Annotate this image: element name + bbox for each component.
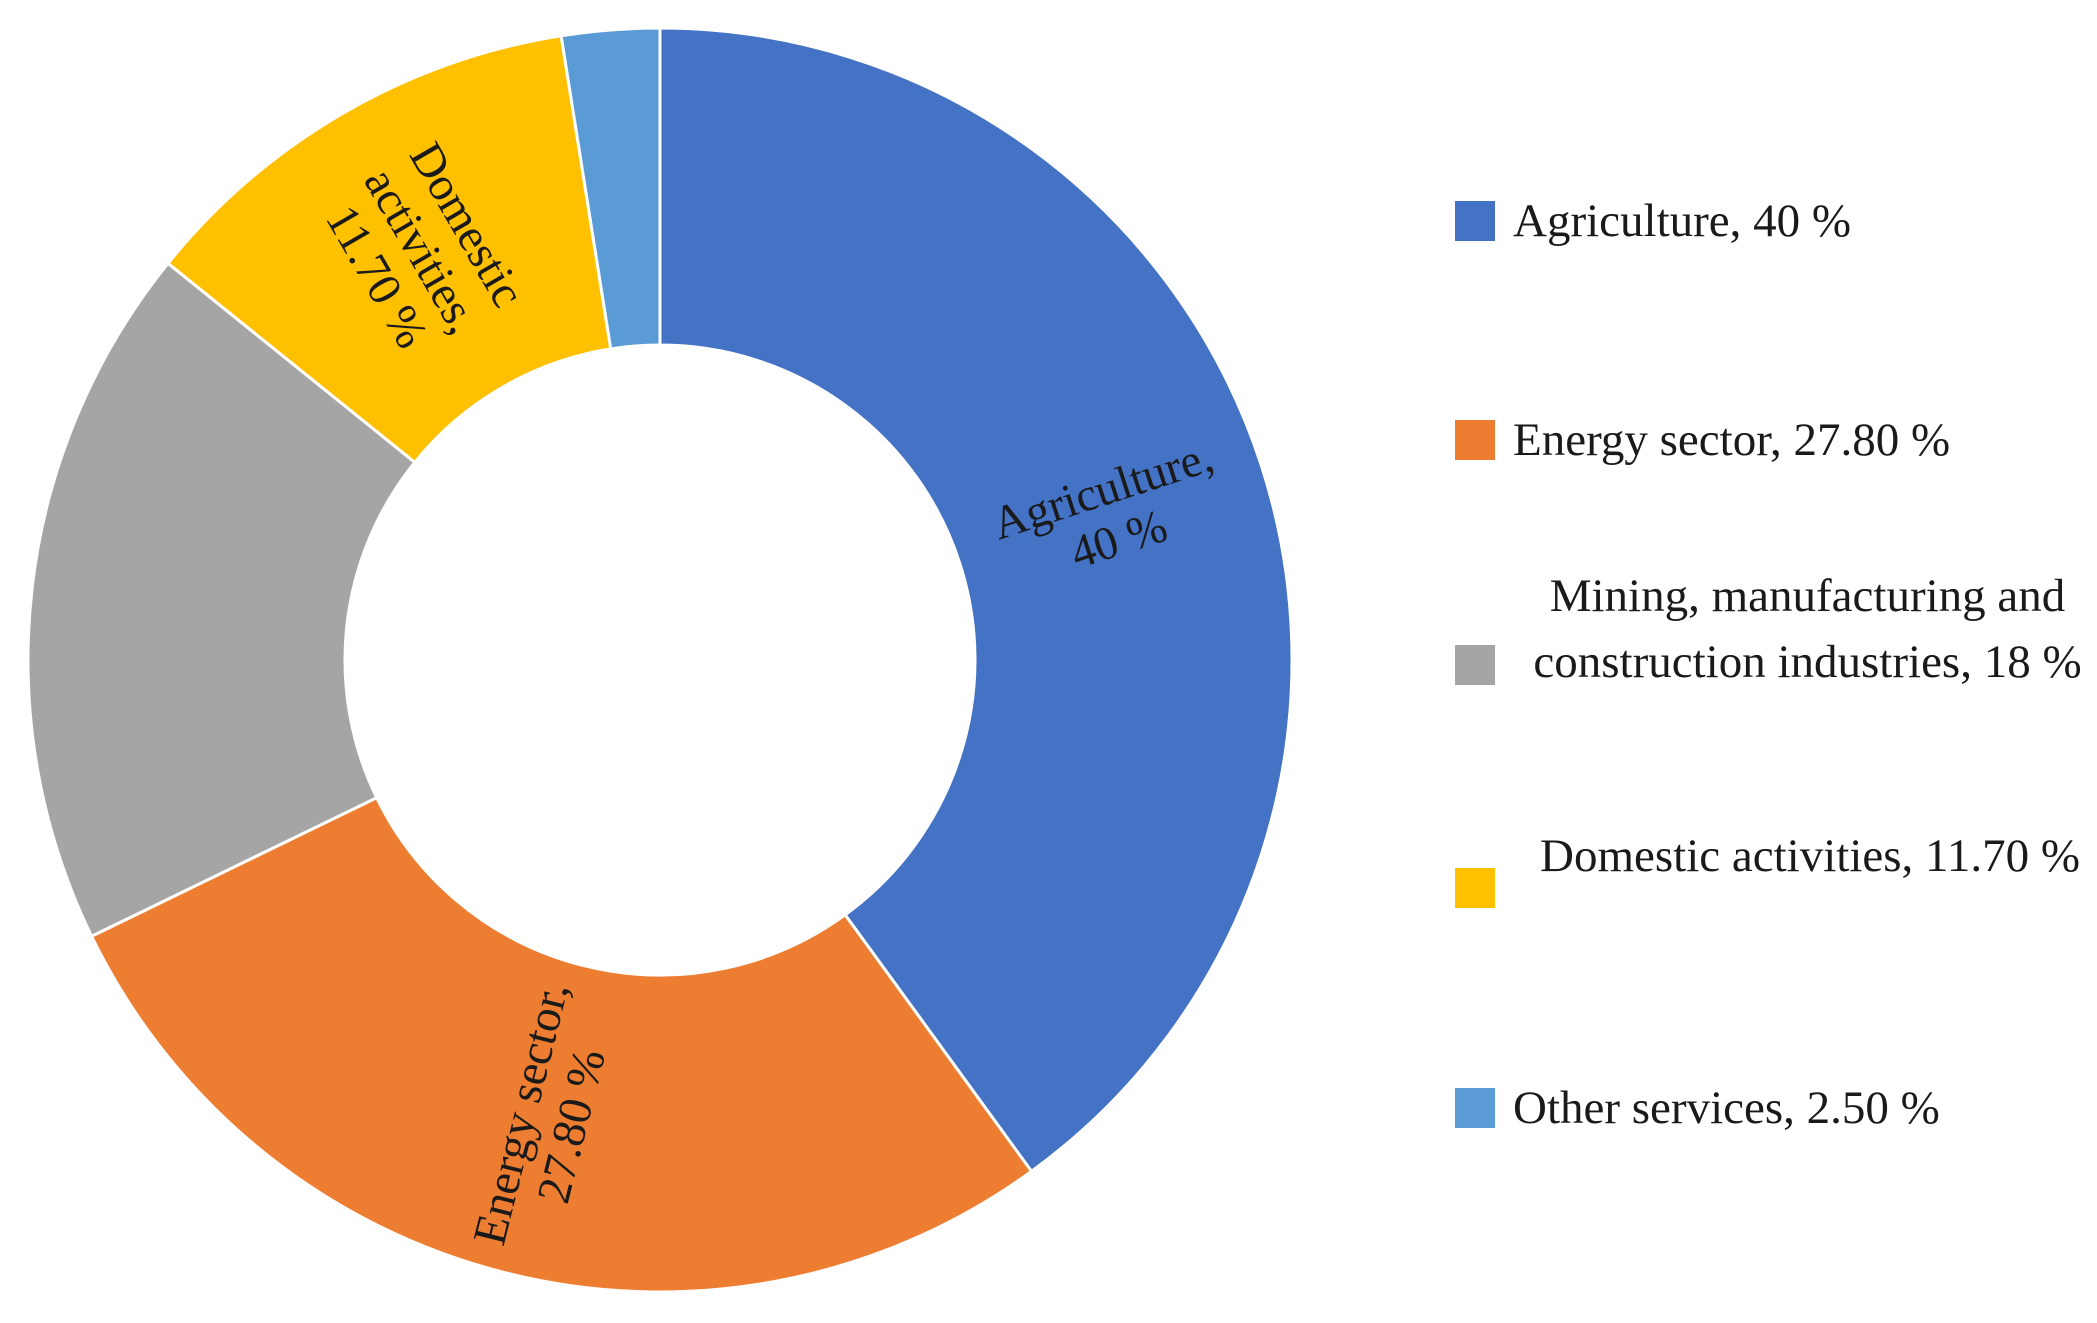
donut-slice-energy-sector [89,795,1034,1294]
donut-slice-mining-manufacturing-construction [26,261,417,939]
legend-label-domestic-activities: Domestic activities, 11.70 % [1540,830,2080,882]
legend-label-energy-sector: Energy sector, 27.80 % [1513,414,1951,466]
legend-label-other-services: Other services, 2.50 % [1513,1082,1940,1134]
legend-swatch-domestic-activities [1455,868,1495,908]
legend-swatch-mining [1455,645,1495,685]
legend-label-mining: Mining, manufacturing and construction i… [1533,570,2082,688]
donut-chart-plot: Agriculture,40 %Energy sector,27.80 %Dom… [26,26,1294,1294]
legend-label-agriculture: Agriculture, 40 % [1513,195,1852,247]
legend-swatch-other-services [1455,1088,1495,1128]
donut-slice-agriculture [658,26,1294,1174]
chart-legend: Agriculture, 40 % Energy sector, 27.80 %… [1455,0,2095,1323]
legend-swatch-energy-sector [1455,420,1495,460]
donut-slice-other-services [559,26,662,351]
donut-slice-domestic-activities [165,34,613,465]
legend-swatch-agriculture [1455,201,1495,241]
